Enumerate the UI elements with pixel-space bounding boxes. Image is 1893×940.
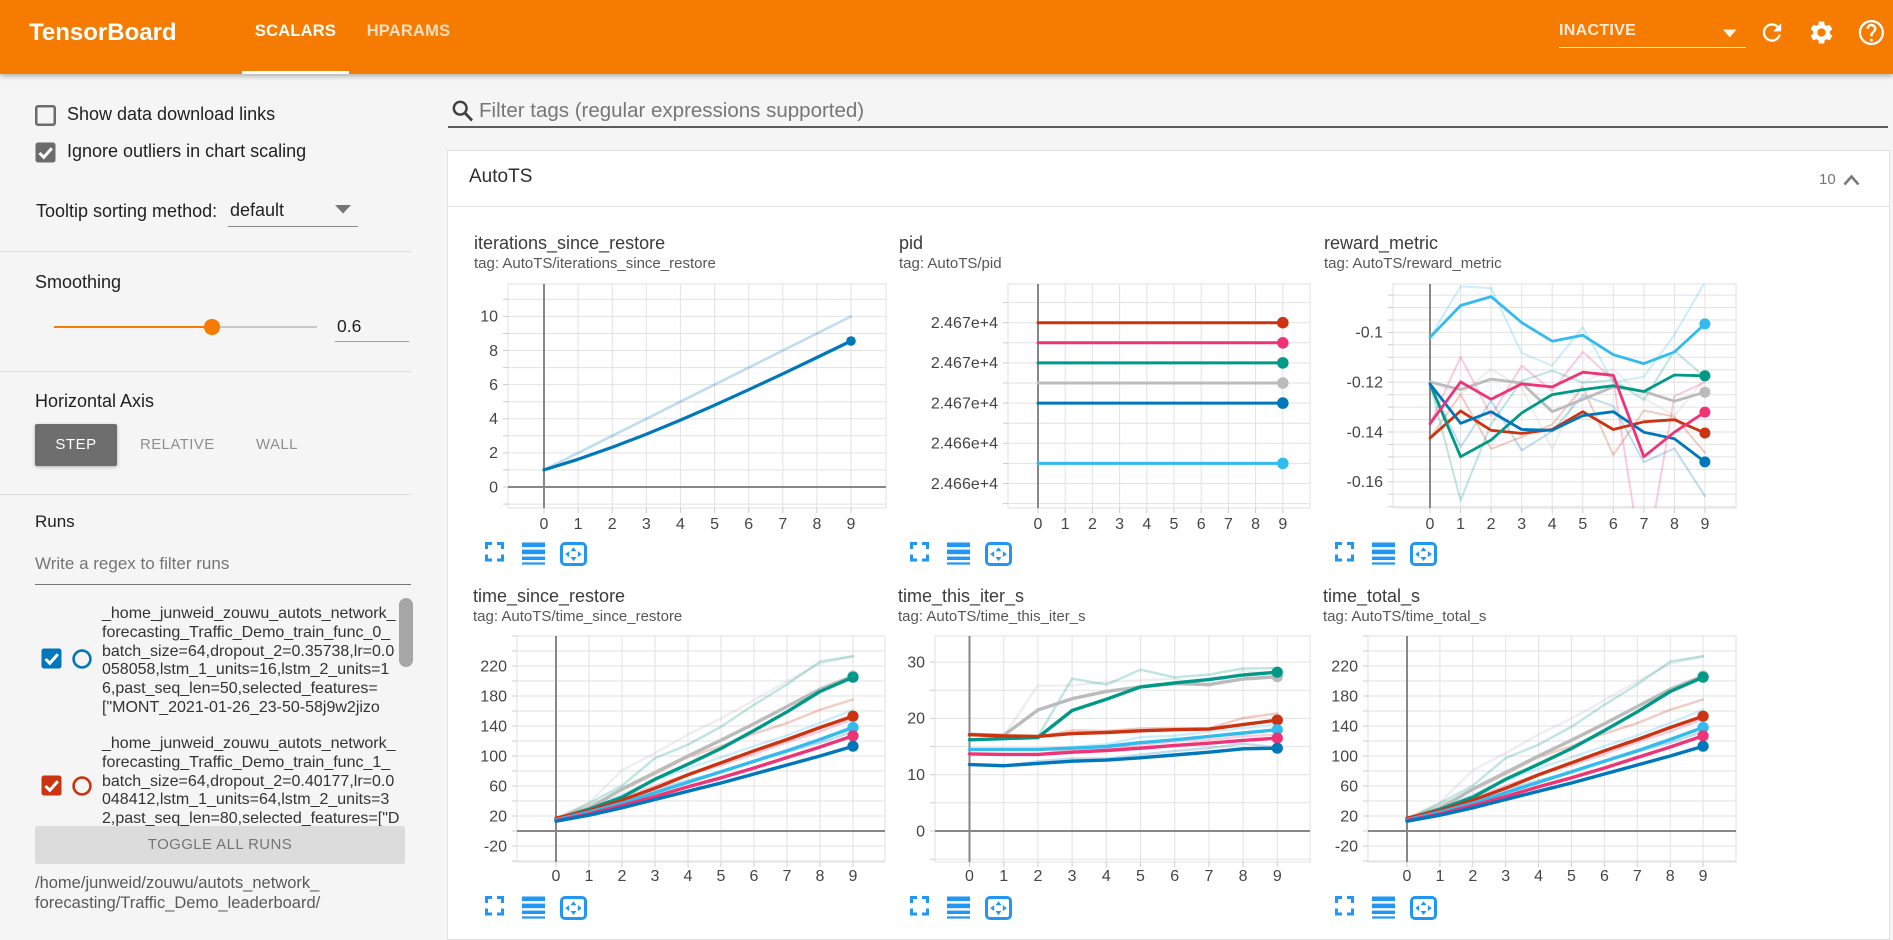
svg-text:8: 8	[1251, 516, 1260, 533]
svg-text:2.466e+4: 2.466e+4	[931, 436, 998, 453]
svg-text:2.467e+4: 2.467e+4	[931, 315, 998, 332]
svg-text:4: 4	[1534, 868, 1543, 885]
svg-text:140: 140	[1331, 718, 1358, 735]
svg-text:2: 2	[618, 868, 627, 885]
svg-text:8: 8	[1670, 516, 1679, 533]
svg-text:0: 0	[1034, 516, 1043, 533]
svg-text:2: 2	[1468, 868, 1477, 885]
svg-text:-0.12: -0.12	[1347, 375, 1384, 392]
svg-text:3: 3	[642, 516, 651, 533]
svg-text:3: 3	[1115, 516, 1124, 533]
svg-text:-0.1: -0.1	[1355, 325, 1383, 342]
svg-text:140: 140	[480, 718, 507, 735]
svg-text:220: 220	[480, 658, 507, 675]
svg-text:8: 8	[1239, 868, 1248, 885]
svg-text:20: 20	[489, 808, 507, 825]
svg-text:0: 0	[489, 479, 498, 496]
svg-text:5: 5	[717, 868, 726, 885]
svg-text:5: 5	[1567, 868, 1576, 885]
svg-text:7: 7	[778, 516, 787, 533]
svg-text:4: 4	[676, 516, 685, 533]
svg-text:2: 2	[1088, 516, 1097, 533]
svg-text:20: 20	[1340, 808, 1358, 825]
svg-text:-20: -20	[1335, 838, 1358, 855]
svg-text:0: 0	[916, 823, 925, 840]
svg-text:7: 7	[1639, 516, 1648, 533]
svg-text:3: 3	[1068, 868, 1077, 885]
svg-text:0: 0	[540, 516, 549, 533]
svg-text:1: 1	[585, 868, 594, 885]
svg-text:8: 8	[489, 343, 498, 360]
svg-text:180: 180	[1331, 688, 1358, 705]
svg-text:-20: -20	[484, 838, 507, 855]
svg-text:1: 1	[1061, 516, 1070, 533]
svg-text:6: 6	[744, 516, 753, 533]
svg-text:2: 2	[1487, 516, 1496, 533]
svg-text:9: 9	[847, 516, 856, 533]
svg-text:6: 6	[750, 868, 759, 885]
svg-text:3: 3	[1517, 516, 1526, 533]
svg-text:3: 3	[651, 868, 660, 885]
svg-text:9: 9	[1278, 516, 1287, 533]
svg-text:8: 8	[816, 868, 825, 885]
svg-text:8: 8	[812, 516, 821, 533]
svg-text:4: 4	[1142, 516, 1151, 533]
svg-text:2: 2	[489, 445, 498, 462]
svg-text:6: 6	[1170, 868, 1179, 885]
svg-text:1: 1	[1456, 516, 1465, 533]
svg-text:9: 9	[849, 868, 858, 885]
svg-text:1: 1	[999, 868, 1008, 885]
svg-text:2.466e+4: 2.466e+4	[931, 476, 998, 493]
svg-text:7: 7	[1633, 868, 1642, 885]
svg-text:9: 9	[1700, 516, 1709, 533]
svg-text:6: 6	[1600, 868, 1609, 885]
svg-text:2.467e+4: 2.467e+4	[931, 355, 998, 372]
svg-text:9: 9	[1699, 868, 1708, 885]
svg-text:220: 220	[1331, 658, 1358, 675]
svg-text:8: 8	[1666, 868, 1675, 885]
svg-text:6: 6	[1197, 516, 1206, 533]
svg-text:10: 10	[480, 309, 498, 326]
svg-text:10: 10	[907, 767, 925, 784]
svg-text:7: 7	[1204, 868, 1213, 885]
svg-text:1: 1	[1435, 868, 1444, 885]
svg-text:9: 9	[1273, 868, 1282, 885]
svg-text:2: 2	[608, 516, 617, 533]
svg-text:2.467e+4: 2.467e+4	[931, 395, 998, 412]
svg-text:0: 0	[965, 868, 974, 885]
svg-text:4: 4	[489, 411, 498, 428]
svg-text:7: 7	[783, 868, 792, 885]
svg-text:3: 3	[1501, 868, 1510, 885]
svg-text:6: 6	[1609, 516, 1618, 533]
svg-text:5: 5	[710, 516, 719, 533]
svg-text:20: 20	[907, 711, 925, 728]
svg-text:2: 2	[1033, 868, 1042, 885]
svg-text:0: 0	[552, 868, 561, 885]
svg-text:100: 100	[480, 748, 507, 765]
svg-text:-0.16: -0.16	[1347, 474, 1384, 491]
svg-text:5: 5	[1170, 516, 1179, 533]
svg-text:60: 60	[489, 778, 507, 795]
svg-text:4: 4	[1548, 516, 1557, 533]
svg-text:0: 0	[1426, 516, 1435, 533]
svg-text:4: 4	[1102, 868, 1111, 885]
svg-text:-0.14: -0.14	[1347, 424, 1384, 441]
svg-text:5: 5	[1578, 516, 1587, 533]
svg-text:0: 0	[1403, 868, 1412, 885]
svg-text:100: 100	[1331, 748, 1358, 765]
svg-text:7: 7	[1224, 516, 1233, 533]
svg-text:4: 4	[684, 868, 693, 885]
svg-text:180: 180	[480, 688, 507, 705]
svg-text:30: 30	[907, 654, 925, 671]
svg-text:6: 6	[489, 377, 498, 394]
svg-text:60: 60	[1340, 778, 1358, 795]
svg-text:1: 1	[574, 516, 583, 533]
svg-text:5: 5	[1136, 868, 1145, 885]
